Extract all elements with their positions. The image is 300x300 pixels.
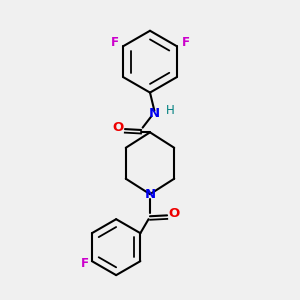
Text: N: N (144, 188, 156, 201)
Text: N: N (149, 107, 160, 120)
Text: O: O (112, 121, 124, 134)
Text: H: H (166, 104, 175, 117)
Text: F: F (110, 36, 118, 49)
Text: O: O (168, 207, 179, 220)
Text: F: F (182, 36, 190, 49)
Text: F: F (81, 257, 88, 270)
